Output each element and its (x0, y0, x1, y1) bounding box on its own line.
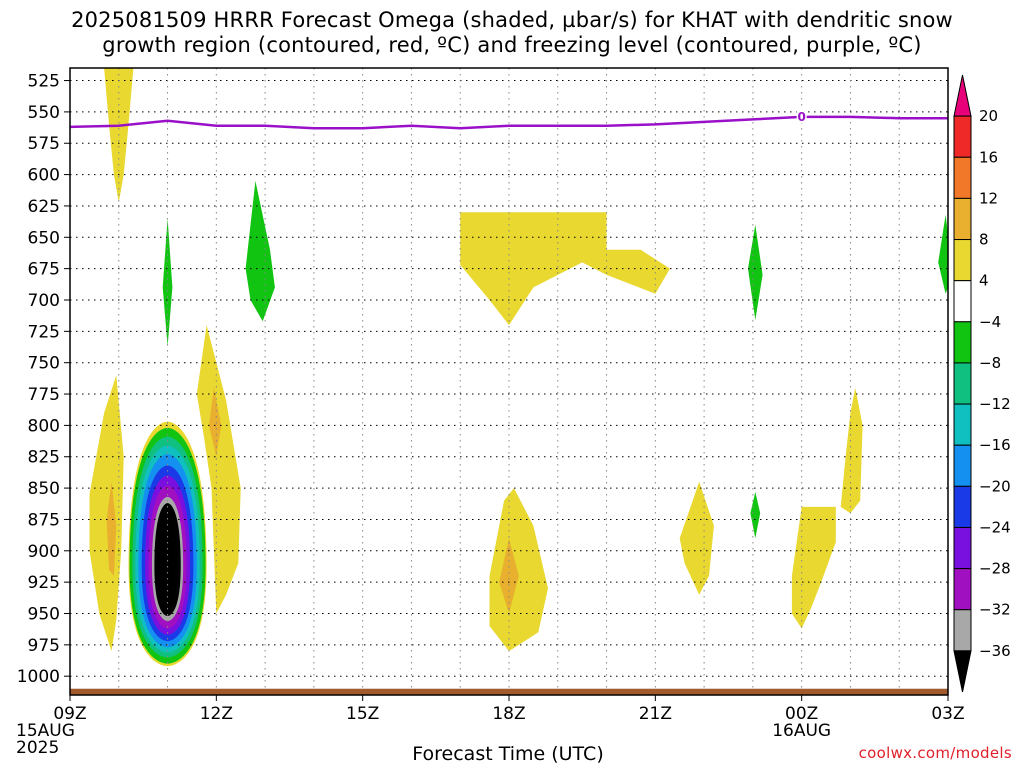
y-tick-label-925: 925 (28, 573, 60, 593)
y-tick-label-950: 950 (28, 604, 60, 624)
title-line-1: 2025081509 HRRR Forecast Omega (shaded, … (71, 8, 953, 32)
colorbar-swatch-5 (953, 280, 972, 323)
omega-region-5 (162, 218, 173, 347)
freezing-level-contour: 0 (70, 109, 948, 130)
title-line-2: growth region (contoured, red, ºC) and f… (102, 33, 922, 57)
y-tick-label-1000: 1000 (17, 667, 60, 687)
y-tick-label-675: 675 (28, 260, 60, 280)
colorbar-label-8: −16 (979, 436, 1011, 454)
omega-region-11 (791, 506, 836, 629)
omega-region-7 (460, 212, 670, 326)
colorbar-label-12: −32 (979, 601, 1011, 619)
omega-region-3 (196, 325, 241, 614)
chart-title: 2025081509 HRRR Forecast Omega (shaded, … (0, 8, 1024, 58)
colorbar-swatch-13 (953, 609, 972, 652)
freezing-level-label: 0 (797, 110, 805, 124)
omega-region-9 (499, 538, 519, 614)
colorbar-swatch-12 (953, 568, 972, 611)
x-tick-label-12Z: 12Z (200, 704, 233, 724)
colorbar-label-11: −28 (979, 560, 1011, 578)
y-tick-label-750: 750 (28, 354, 60, 374)
y-tick-label-600: 600 (28, 166, 60, 186)
site-credit[interactable]: coolwx.com/models (858, 744, 1012, 762)
colorbar-swatch-8 (953, 403, 972, 446)
y-tick-label-650: 650 (28, 228, 60, 248)
surface-band (70, 688, 948, 695)
colorbar-swatch-11 (953, 526, 972, 570)
omega-region-6 (245, 180, 275, 322)
x-tick-sublabel-09Z-1: 2025 (16, 738, 59, 758)
omega-region-14 (750, 491, 761, 539)
x-tick-label-09Z: 09Z (53, 704, 86, 724)
colorbar-label-6: −8 (979, 354, 1001, 372)
y-tick-label-700: 700 (28, 291, 60, 311)
colorbar-label-0: 20 (979, 107, 998, 125)
colorbar-swatch-6 (953, 321, 972, 364)
grid-lines (70, 68, 948, 695)
x-tick-label-15Z: 15Z (346, 704, 379, 724)
freezing-label-bg (796, 109, 807, 123)
y-tick-label-825: 825 (28, 448, 60, 468)
y-tick-label-900: 900 (28, 542, 60, 562)
surface-ground-band (70, 688, 948, 695)
omega-region-10 (679, 481, 714, 595)
colorbar-swatch-9 (953, 444, 972, 487)
colorbar-label-4: 4 (979, 272, 989, 290)
y-axis: 525 550 575 600 625 650 675 700 725 750 775 800 825 8… (17, 72, 70, 687)
colorbar-label-13: −36 (979, 642, 1011, 660)
omega-region-12 (840, 387, 863, 514)
colorbar-swatch-10 (953, 485, 972, 528)
y-tick-label-800: 800 (28, 416, 60, 436)
colorbar-label-5: −4 (979, 313, 1001, 331)
colorbar-swatch-0 (953, 74, 972, 117)
y-tick-label-725: 725 (28, 322, 60, 342)
y-tick-label-525: 525 (28, 72, 60, 92)
omega-region-15 (938, 214, 948, 294)
y-tick-label-875: 875 (28, 510, 60, 530)
y-tick-label-975: 975 (28, 636, 60, 656)
colorbar-swatch-14 (953, 650, 972, 693)
colorbar-label-9: −20 (979, 477, 1011, 495)
colorbar-label-10: −24 (979, 518, 1011, 536)
x-tick-label-03Z: 03Z (931, 704, 964, 724)
colorbar-label-3: 8 (979, 231, 989, 249)
colorbar-label-2: 12 (979, 189, 998, 207)
colorbar-swatch-3 (953, 197, 972, 241)
omega-region-8 (489, 488, 548, 652)
colorbar-swatch-4 (953, 239, 972, 282)
y-tick-label-775: 775 (28, 385, 60, 405)
omega-core-ring-9 (154, 503, 181, 616)
omega-region-2 (106, 481, 117, 576)
x-tick-label-18Z: 18Z (492, 704, 525, 724)
colorbar: 20 16 12 8 4 −4 −8 −12 −16 −20 −24 −28 −32 −36 (953, 74, 1011, 693)
colorbar-label-7: −12 (979, 395, 1011, 413)
x-tick-label-00Z: 00Z (785, 704, 818, 724)
omega-region-4 (209, 387, 222, 457)
x-tick-sublabel-09Z-0: 15AUG (16, 721, 75, 741)
colorbar-swatch-1 (953, 115, 972, 158)
colorbar-swatch-7 (953, 362, 972, 405)
colorbar-swatch-2 (953, 156, 972, 199)
y-tick-label-575: 575 (28, 134, 60, 154)
x-axis-label: Forecast Time (UTC) (412, 743, 604, 765)
y-tick-label-550: 550 (28, 103, 60, 123)
omega-region-13 (748, 224, 763, 321)
y-tick-label-850: 850 (28, 479, 60, 499)
y-tick-label-625: 625 (28, 197, 60, 217)
x-tick-label-21Z: 21Z (639, 704, 672, 724)
omega-region-1 (89, 375, 124, 652)
colorbar-label-1: 16 (979, 148, 998, 166)
x-tick-sublabel-00Z-0: 16AUG (772, 721, 831, 741)
